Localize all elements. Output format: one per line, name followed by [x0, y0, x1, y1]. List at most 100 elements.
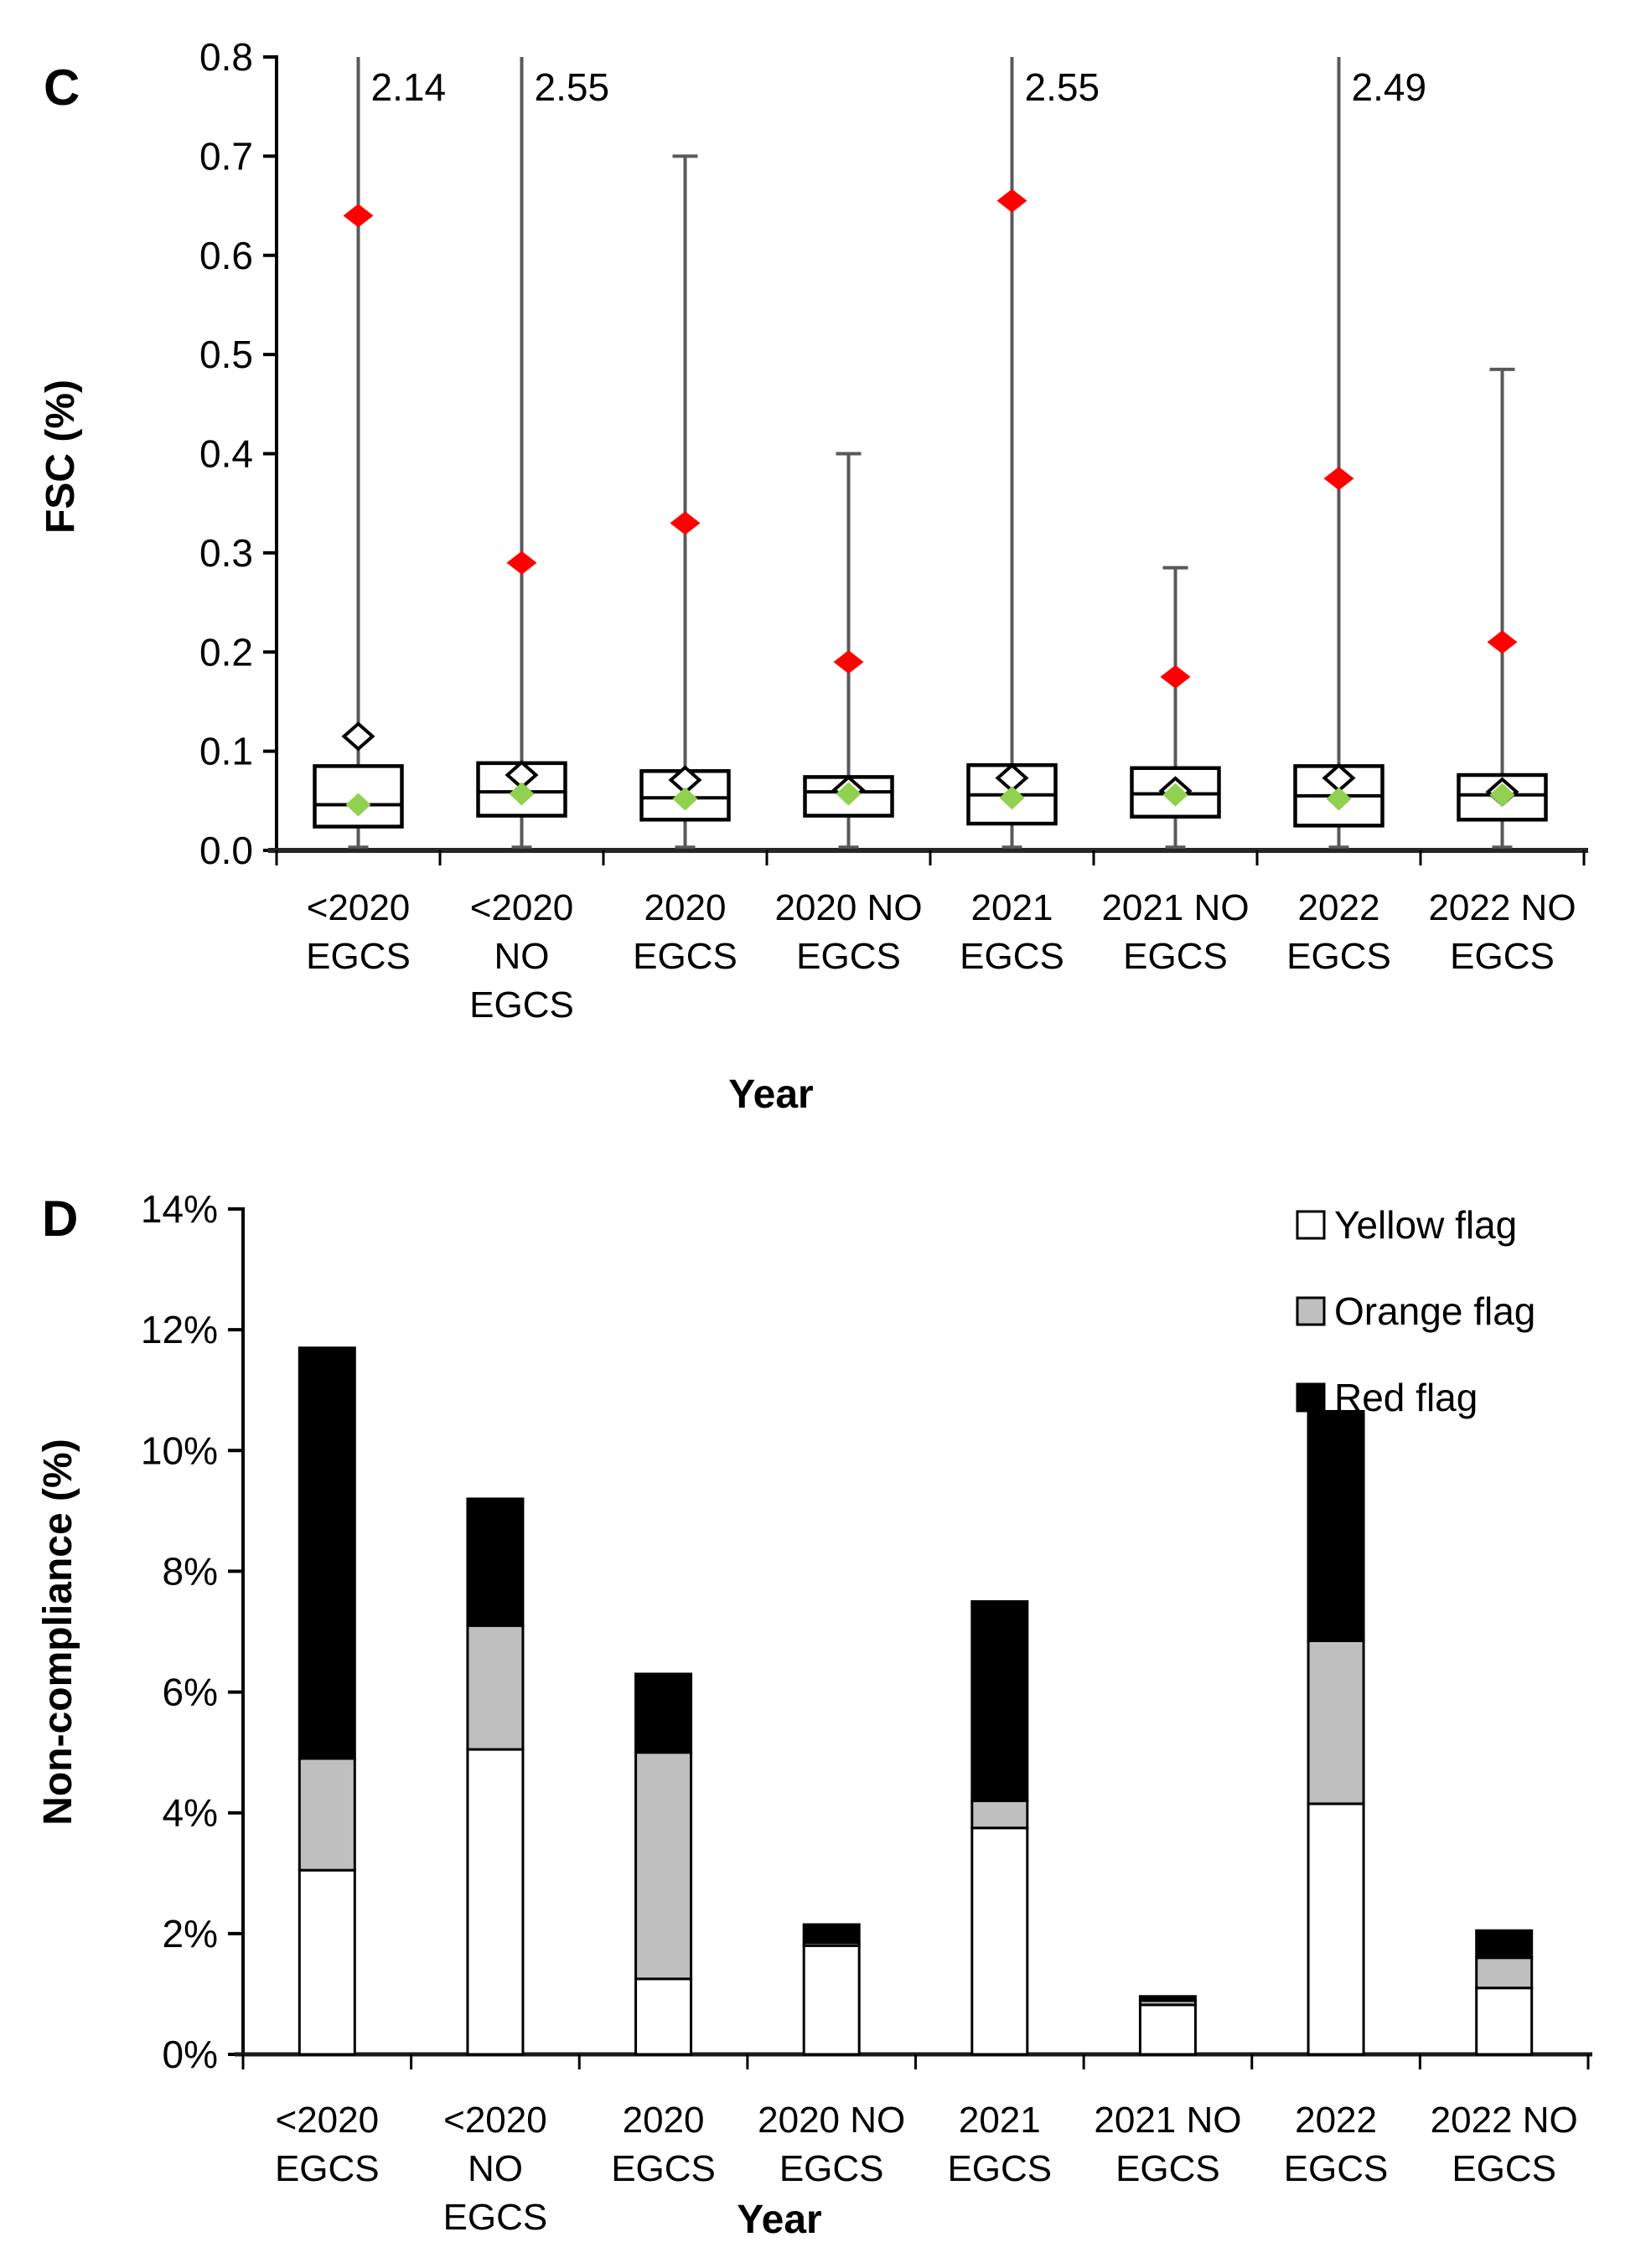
panel-d-category-label: 2022 NO: [1431, 2100, 1578, 2141]
panel-d-category-label: EGCS: [1115, 2148, 1220, 2189]
panel-c-category-label: EGCS: [1286, 936, 1391, 977]
panel-c-y-tick-label: 0.8: [199, 35, 253, 79]
max-value-annotation: 2.55: [535, 65, 610, 109]
panel-c-y-tick-label: 0.6: [199, 234, 253, 277]
panel-c-category-label: <2020: [470, 887, 574, 928]
panel-d-y-tick-label: 8%: [163, 1549, 218, 1593]
panel-d-x-axis-title: Year: [737, 2198, 821, 2242]
panel-c-category-label: EGCS: [796, 936, 901, 977]
panel-c-y-tick-label: 0.3: [199, 531, 253, 575]
red-outlier-marker: [1487, 630, 1518, 654]
green-diamond-marker: [672, 787, 698, 811]
panel-d-category-label: EGCS: [611, 2148, 716, 2189]
panel-c-category-label: EGCS: [1123, 936, 1228, 977]
panel-c-category-label: EGCS: [1450, 936, 1555, 977]
panel-d-label: D: [42, 1191, 78, 1247]
panel-c-category-label: 2020 NO: [774, 887, 922, 928]
legend-label: Orange flag: [1334, 1289, 1535, 1333]
panel-d-y-tick-label: 0%: [163, 2033, 218, 2076]
panel-d-y-tick-label: 2%: [163, 1912, 218, 1955]
legend-label: Red flag: [1334, 1376, 1478, 1419]
panel-d-y-tick-label: 12%: [141, 1308, 218, 1351]
bar-segment-orange-flag: [634, 1751, 693, 1981]
panel-c-category-label: 2022 NO: [1428, 887, 1576, 928]
bar-segment-orange-flag: [1475, 1956, 1534, 1990]
panel-c-x-axis-title: Year: [728, 1072, 813, 1117]
bar-segment-red-flag: [634, 1672, 693, 1754]
bar-segment-red-flag: [802, 1923, 861, 1945]
panel-d-category-label: EGCS: [947, 2148, 1052, 2189]
green-diamond-marker: [1162, 783, 1188, 807]
legend-label: Yellow flag: [1334, 1203, 1517, 1247]
bar-segment-yellow-flag: [970, 1826, 1029, 2056]
panel-c-category-label: EGCS: [469, 984, 574, 1026]
panel-d-y-tick-label: 14%: [141, 1187, 218, 1231]
bar-segment-orange-flag: [970, 1799, 1029, 1830]
green-diamond-marker: [999, 786, 1025, 810]
bar-segment-red-flag: [466, 1497, 525, 1627]
panel-d-category-label: 2022: [1295, 2100, 1377, 2141]
bar-segment-yellow-flag: [802, 1944, 861, 2056]
red-outlier-marker: [670, 511, 701, 535]
bar-segment-orange-flag: [466, 1624, 525, 1751]
panel-c-y-tick-label: 0.0: [199, 829, 253, 872]
panel-c-y-tick-label: 0.4: [199, 432, 253, 476]
panel-d-category-label: 2020 NO: [758, 2100, 905, 2141]
panel-d-category-label: EGCS: [1452, 2148, 1556, 2189]
panel-d-category-label: 2020: [623, 2100, 705, 2141]
panel-c-y-tick-label: 0.1: [199, 730, 253, 773]
bar-segment-red-flag: [1475, 1929, 1534, 1960]
bar-segment-yellow-flag: [1475, 1986, 1534, 2056]
bar-segment-yellow-flag: [1307, 1802, 1365, 2056]
panel-c-category-label: NO: [494, 936, 550, 977]
red-outlier-marker: [506, 550, 537, 575]
red-outlier-marker: [343, 204, 374, 228]
green-diamond-marker: [345, 793, 371, 817]
bar-segment-yellow-flag: [1138, 2003, 1197, 2056]
max-value-annotation: 2.49: [1352, 65, 1427, 109]
panel-c-category-label: EGCS: [306, 936, 411, 977]
panel-c-y-tick-label: 0.7: [199, 134, 253, 178]
panel-c-y-tick-label: 0.2: [199, 630, 253, 674]
panel-d-y-tick-label: 4%: [163, 1791, 218, 1835]
green-diamond-marker: [1489, 783, 1515, 807]
red-outlier-marker: [1323, 467, 1354, 491]
red-outlier-marker: [833, 650, 864, 674]
bar-segment-red-flag: [298, 1346, 356, 1760]
bar-segment-orange-flag: [1307, 1639, 1365, 1806]
panel-c-category-label: 2020: [644, 887, 727, 928]
legend-swatch-red-flag: [1296, 1382, 1326, 1413]
panel-d-y-axis-title: Non-compliance (%): [36, 1439, 80, 1825]
panel-d-y-tick-label: 6%: [163, 1671, 218, 1714]
max-value-annotation: 2.55: [1025, 65, 1100, 109]
bar-segment-yellow-flag: [634, 1977, 693, 2056]
panel-d-category-label: 2021: [959, 2100, 1041, 2141]
max-value-annotation: 2.14: [371, 65, 447, 109]
green-diamond-marker: [836, 782, 862, 806]
panel-d-category-label: 2021 NO: [1094, 2100, 1241, 2141]
panel-d-category-label: EGCS: [779, 2148, 884, 2189]
legend-swatch-yellow-flag: [1296, 1210, 1326, 1240]
bar-segment-red-flag: [1307, 1409, 1365, 1642]
panel-c-category-label: EGCS: [633, 936, 738, 977]
panel-d-category-label: NO: [468, 2148, 523, 2189]
green-diamond-marker: [509, 782, 535, 806]
open-diamond-marker: [341, 721, 375, 752]
panel-c-y-axis-title: FSC (%): [39, 380, 83, 534]
panel-d-category-label: EGCS: [275, 2148, 380, 2189]
panel-c-label: C: [44, 59, 80, 116]
panel-d-category-label: <2020: [443, 2100, 547, 2141]
bar-segment-yellow-flag: [298, 1868, 356, 2056]
bar-segment-red-flag: [1138, 1995, 1197, 2002]
bar-segment-yellow-flag: [466, 1748, 525, 2056]
green-diamond-marker: [1326, 787, 1352, 811]
red-outlier-marker: [1160, 664, 1191, 689]
panel-d-category-label: EGCS: [1284, 2148, 1389, 2189]
panel-c-category-label: EGCS: [960, 936, 1064, 977]
red-outlier-marker: [996, 189, 1027, 213]
panel-c-category-label: 2022: [1298, 887, 1380, 928]
panel-c-category-label: <2020: [307, 887, 411, 928]
panel-d-category-label: <2020: [276, 2100, 380, 2141]
